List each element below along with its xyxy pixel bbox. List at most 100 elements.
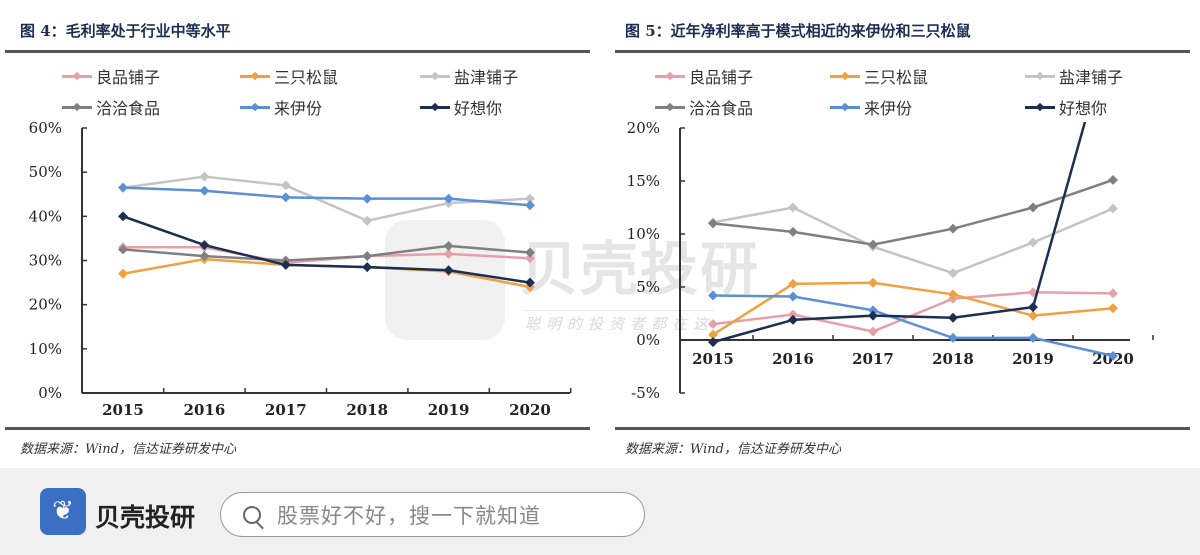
search-input[interactable]: 股票好不好，搜一下就知道 [220, 492, 645, 537]
y-tick-label: 30% [29, 252, 62, 270]
y-tick-label: 40% [29, 207, 62, 225]
x-tick-label: 2015 [692, 350, 734, 368]
search-icon [243, 505, 261, 524]
legend-item: 洽洽食品 [655, 95, 753, 119]
watermark-text: 贝壳投研 [520, 235, 761, 303]
data-point [948, 312, 958, 323]
y-tick-label: 15% [627, 172, 660, 190]
legend-item: 三只松鼠 [240, 64, 338, 88]
legend-item: 好想你 [420, 95, 502, 119]
y-tick-label: -5% [631, 384, 660, 402]
data-point [868, 326, 878, 337]
data-point [525, 277, 535, 288]
data-point [199, 171, 210, 182]
data-point [525, 253, 535, 264]
shell-fan-icon[interactable]: ❦ [40, 488, 86, 535]
x-tick-label: 2019 [428, 401, 470, 419]
legend-marker-icon [240, 71, 270, 80]
footer-bar: ❦ 贝壳投研 股票好不好，搜一下就知道 [0, 468, 1200, 555]
bottom-rule [5, 427, 590, 430]
x-tick-label: 2019 [1012, 350, 1054, 368]
data-point [1108, 203, 1118, 214]
y-tick-label: 20% [627, 119, 660, 137]
legend-label: 良品铺子 [689, 68, 754, 87]
data-point [788, 202, 798, 213]
x-tick-label: 2015 [102, 401, 144, 419]
data-point [280, 180, 291, 191]
data-point [788, 309, 798, 320]
data-point [868, 239, 878, 250]
legend-marker-icon [655, 102, 685, 111]
y-tick-label: 0% [636, 331, 660, 349]
data-point [948, 223, 958, 234]
data-point [708, 218, 718, 229]
data-point [1108, 174, 1118, 185]
legend-item: 良品铺子 [655, 64, 753, 88]
data-point [118, 211, 128, 222]
series-line-洽洽食品 [122, 244, 531, 262]
series-line-好想你 [122, 215, 531, 284]
data-point [788, 314, 798, 325]
x-tick-label: 2020 [509, 401, 551, 419]
data-point [280, 192, 291, 203]
x-tick-label: 2018 [932, 350, 974, 368]
legend-label: 来伊份 [274, 99, 323, 118]
x-tick-label: 2016 [772, 350, 814, 368]
data-point [1108, 350, 1118, 361]
data-point [1028, 332, 1038, 343]
data-point [788, 226, 798, 237]
source-note: 数据来源：Wind，信达证券研发中心 [625, 442, 841, 457]
search-placeholder: 股票好不好，搜一下就知道 [277, 503, 541, 528]
data-point [199, 185, 210, 196]
legend-marker-icon [1025, 71, 1055, 80]
brand-name[interactable]: 贝壳投研 [95, 503, 196, 532]
data-point [948, 332, 958, 343]
data-point [1028, 310, 1038, 321]
legend-marker-icon [655, 71, 685, 80]
x-tick-label: 2017 [265, 401, 307, 419]
data-point [708, 337, 718, 348]
y-tick-label: 10% [627, 225, 660, 243]
data-point [362, 262, 373, 273]
title-rule [615, 50, 1190, 53]
x-tick-label: 2017 [852, 350, 894, 368]
data-point [199, 251, 210, 262]
legend-label: 盐津铺子 [454, 68, 519, 87]
data-point [708, 290, 718, 301]
legend-marker-icon [420, 102, 450, 111]
series-line-良品铺子 [712, 291, 1114, 333]
y-tick-label: 50% [29, 163, 62, 181]
legend-marker-icon [240, 102, 270, 111]
data-point [1108, 288, 1118, 299]
data-point [868, 277, 878, 288]
data-point [708, 319, 718, 330]
data-point [525, 193, 535, 204]
data-point [788, 278, 798, 289]
data-point [118, 244, 128, 255]
series-line-洽洽食品 [712, 178, 1114, 246]
data-point [948, 268, 958, 279]
data-point [362, 193, 373, 204]
series-line-好想你 [712, 122, 1087, 344]
data-point [708, 329, 718, 340]
legend-item: 盐津铺子 [1025, 64, 1123, 88]
source-note: 数据来源：Wind，信达证券研发中心 [20, 442, 236, 457]
data-point [443, 265, 454, 276]
data-point [1028, 202, 1038, 213]
data-point [525, 200, 535, 211]
legend-marker-icon [830, 71, 860, 80]
data-point [868, 305, 878, 316]
series-group [708, 122, 1118, 361]
legend-item: 洽洽食品 [62, 95, 160, 119]
data-point [868, 310, 878, 321]
legend-label: 盐津铺子 [1059, 68, 1124, 87]
legend-label: 良品铺子 [96, 68, 161, 87]
legend-item: 好想你 [1025, 95, 1107, 119]
y-tick-label: 60% [29, 119, 62, 137]
legend-item: 良品铺子 [62, 64, 160, 88]
legend-label: 洽洽食品 [96, 99, 161, 118]
watermark-subtext: 聪明的投资者都在这 [525, 310, 715, 334]
legend-marker-icon [420, 71, 450, 80]
bottom-rule [615, 427, 1190, 430]
